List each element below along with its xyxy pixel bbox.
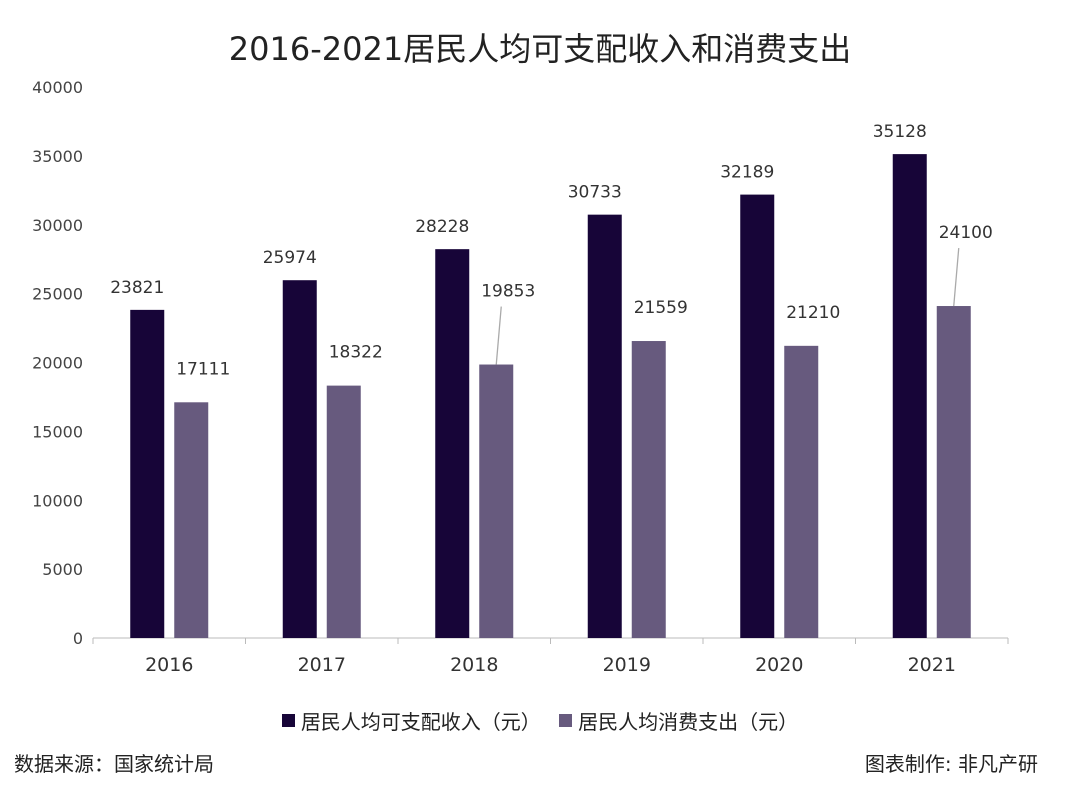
data-label-expense: 21210 [786,303,840,323]
bar-chart: 0 5000 10000 15000 20000 25000 30000 35000 40000… [32,78,1009,676]
data-label-income: 35128 [873,122,927,142]
data-label-income: 32189 [720,163,774,183]
data-label-expense: 21559 [634,298,688,318]
x-tick-label: 2017 [298,654,346,676]
data-label-income: 23821 [110,278,164,298]
legend-label-expense: 居民人均消费支出（元） [578,710,799,734]
x-tick-label: 2019 [603,654,651,676]
bar-expense [326,385,361,638]
leader-line [495,306,502,365]
chart-title: 2016-2021居民人均可支配收入和消费支出 [228,30,852,68]
data-label-income: 30733 [568,183,622,203]
y-tick-label: 25000 [32,285,83,304]
legend-item-income: 居民人均可支配收入（元） [281,706,541,735]
chart-credit: 图表制作: 非凡产研 [864,752,1038,776]
y-tick-label: 15000 [32,422,83,441]
bar-income [130,309,165,638]
bar-expense [174,402,209,638]
y-tick-label: 30000 [32,216,83,235]
x-tick-label: 2020 [755,654,803,676]
legend-swatch-income [281,714,295,727]
y-tick-label: 20000 [32,354,83,373]
bar-income [435,249,470,638]
bar-expense [631,341,666,638]
bar-income [282,280,317,638]
y-tick-label: 35000 [32,147,83,166]
y-tick-label: 5000 [42,560,83,579]
legend-label-income: 居民人均可支配收入（元） [300,710,541,734]
legend-swatch-expense [559,714,573,727]
bar-income [587,214,622,638]
x-tick-label: 2016 [145,654,193,676]
legend-item-expense: 居民人均消费支出（元） [559,706,798,735]
y-tick-label: 10000 [32,491,83,510]
x-tick-label: 2018 [450,654,498,676]
y-tick-label: 0 [73,629,83,648]
data-label-expense: 18322 [329,343,383,363]
leader-line [953,247,960,307]
data-label-expense: 17111 [176,359,230,379]
x-tick-label: 2021 [908,654,956,676]
bar-expense [784,345,819,638]
data-label-expense: 19853 [481,282,535,302]
bar-income [892,154,927,638]
data-label-income: 25974 [263,248,317,268]
bar-expense [479,364,514,638]
bar-expense [936,306,971,638]
data-source: 数据来源：国家统计局 [14,752,214,776]
legend: 居民人均可支配收入（元） 居民人均消费支出（元） [0,706,1080,735]
y-tick-label: 40000 [32,78,83,97]
data-label-expense: 24100 [939,223,993,243]
data-label-income: 28228 [415,217,469,237]
bar-income [740,194,775,638]
